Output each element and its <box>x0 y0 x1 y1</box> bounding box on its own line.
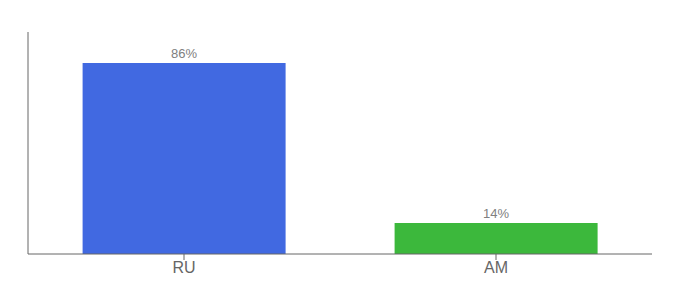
svg-text:RU: RU <box>172 259 195 276</box>
svg-text:AM: AM <box>484 259 508 276</box>
svg-text:14%: 14% <box>483 206 509 221</box>
svg-text:86%: 86% <box>171 46 197 61</box>
